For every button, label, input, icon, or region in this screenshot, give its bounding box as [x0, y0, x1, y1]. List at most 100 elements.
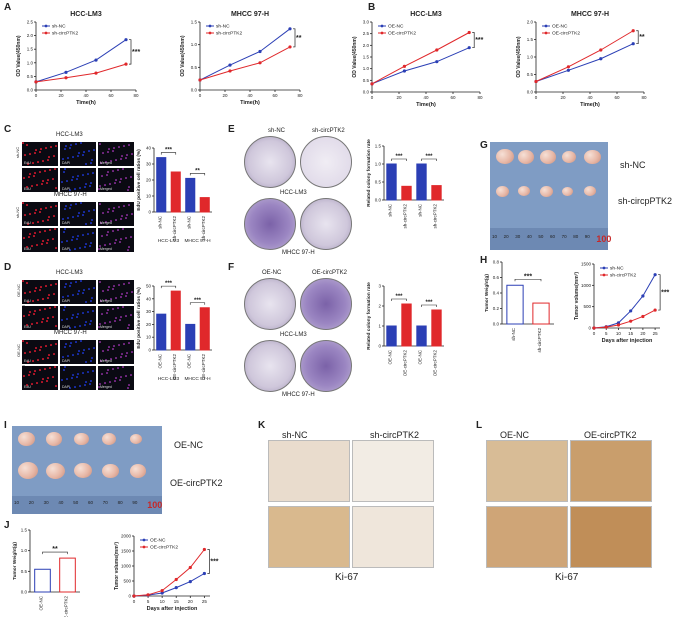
category-label: sh-circPTK2	[403, 204, 408, 229]
category-label: sh-NC	[511, 327, 516, 341]
tumor	[74, 432, 89, 446]
legend-marker	[602, 266, 606, 270]
micrograph-tile: EdU	[22, 280, 58, 304]
significance-label: ***	[132, 49, 140, 56]
y-tick-label: 0.5	[191, 65, 198, 70]
colony-dish	[300, 136, 352, 188]
micrograph-channel-label: EdU	[24, 247, 31, 251]
y-tick-label: 2.0	[363, 43, 370, 48]
x-tick-label: 0	[199, 93, 202, 98]
legend-marker	[380, 24, 384, 28]
tumor	[102, 463, 119, 478]
data-point	[132, 594, 136, 598]
data-point	[94, 71, 98, 75]
micrograph-tile: DAPI	[60, 168, 96, 192]
y-tick-label: 1.0	[363, 66, 370, 71]
ruler-tick-label: 80	[117, 500, 123, 505]
micrograph-tile: DAPI	[60, 340, 96, 364]
legend-label: sh-NC	[610, 266, 624, 272]
x-tick-label: 20	[396, 95, 402, 100]
ruler-tick-label: 70	[561, 234, 567, 239]
ruler-tick-label: 60	[550, 234, 556, 239]
y-tick-label: 40	[146, 146, 152, 151]
category-label: OE-NC	[388, 349, 393, 364]
y-tick-label: 1.5	[363, 55, 370, 60]
bar	[199, 197, 210, 213]
significance-bracket	[293, 28, 296, 48]
micrograph-channel-label: DAPI	[62, 325, 71, 329]
x-tick-label: 40	[247, 93, 253, 98]
legend-marker	[208, 31, 212, 35]
data-point	[653, 308, 657, 312]
y-tick-label: 2.0	[527, 20, 534, 25]
significance-label: ***	[661, 289, 669, 296]
micrograph-channel-label: DAPI	[62, 385, 71, 389]
panel-label-i: I	[4, 420, 7, 431]
y-tick-label: 0.0	[27, 88, 34, 93]
legend-marker	[142, 545, 146, 549]
legend-label: OE-circPTK2	[552, 31, 580, 37]
y-tick-label: 20	[146, 322, 152, 327]
tumor	[74, 463, 92, 479]
series-line	[593, 309, 656, 329]
legend-marker	[142, 538, 146, 542]
bar	[386, 163, 397, 201]
data-point	[592, 326, 596, 330]
significance-bracket	[421, 304, 437, 307]
y-axis-label: OD Value(450nm)	[516, 36, 522, 77]
tumor	[102, 433, 116, 445]
panel-f-top-left: OE-NC	[262, 270, 282, 276]
y-tick-label: 0	[378, 344, 381, 349]
panel-k-right-label: sh-circPTK2	[370, 430, 420, 440]
ruler-tick-label: 40	[58, 500, 64, 505]
legend-label: sh-circPTK2	[216, 31, 242, 37]
ruler-tick-label: 80	[573, 234, 579, 239]
data-point	[566, 65, 571, 69]
y-tick-label: 2.5	[363, 31, 370, 36]
y-tick-label: 0.2	[493, 306, 500, 311]
bar	[506, 284, 524, 325]
micrograph-row-label: sh-NC	[15, 146, 21, 159]
micrograph-channel-label: EdU	[24, 221, 31, 225]
category-label: sh-NC	[186, 215, 191, 229]
series-line	[371, 32, 470, 85]
category-label: sh-NC	[418, 203, 423, 217]
significance-bracket	[636, 30, 639, 45]
y-tick-label: 0.5	[363, 78, 370, 83]
micrograph-tile: DAPI	[60, 202, 96, 226]
panel-i-row2-label: OE-circPTK2	[170, 478, 223, 488]
legend-label: OE-NC	[552, 24, 568, 30]
category-label: OE-NC	[39, 595, 44, 610]
legend-label: sh-NC	[216, 24, 230, 30]
x-tick-label: 15	[174, 599, 180, 604]
micrograph-tile: DAPI	[60, 366, 96, 390]
x-axis-label: Time(h)	[76, 100, 96, 106]
panel-label-g: G	[480, 140, 488, 151]
x-axis-label: Days after injection	[147, 606, 198, 612]
y-tick-label: 20	[146, 178, 152, 183]
micrograph-channel-label: Merged	[100, 385, 112, 389]
tumor	[562, 151, 576, 163]
data-point	[435, 48, 439, 52]
ruler-tick-label: 90	[584, 234, 590, 239]
micrograph-channel-label: EdU	[24, 325, 31, 329]
significance-label: ***	[194, 298, 202, 304]
bar	[170, 171, 181, 213]
micrograph-channel-label: EdU	[24, 359, 31, 363]
data-point	[64, 76, 68, 80]
tumor	[540, 150, 556, 164]
y-tick-label: 10	[146, 335, 152, 340]
panel-g-row1-label: sh-NC	[620, 160, 646, 170]
chart-title: HCC-LM3	[410, 11, 442, 18]
colony-dish	[244, 198, 296, 250]
tumor	[130, 464, 146, 478]
y-tick-label: 1000	[581, 283, 592, 288]
y-tick-label: 0.0	[363, 90, 370, 95]
category-label: OE-circPTK2	[403, 350, 408, 377]
data-point	[653, 273, 657, 277]
panel-l-stain: Ki-67	[555, 572, 579, 583]
ruler-tick-label: 60	[88, 500, 94, 505]
micrograph-channel-label: DAPI	[62, 161, 71, 165]
ruler-tick-label: 20	[28, 500, 34, 505]
panel-label-k: K	[258, 420, 266, 431]
